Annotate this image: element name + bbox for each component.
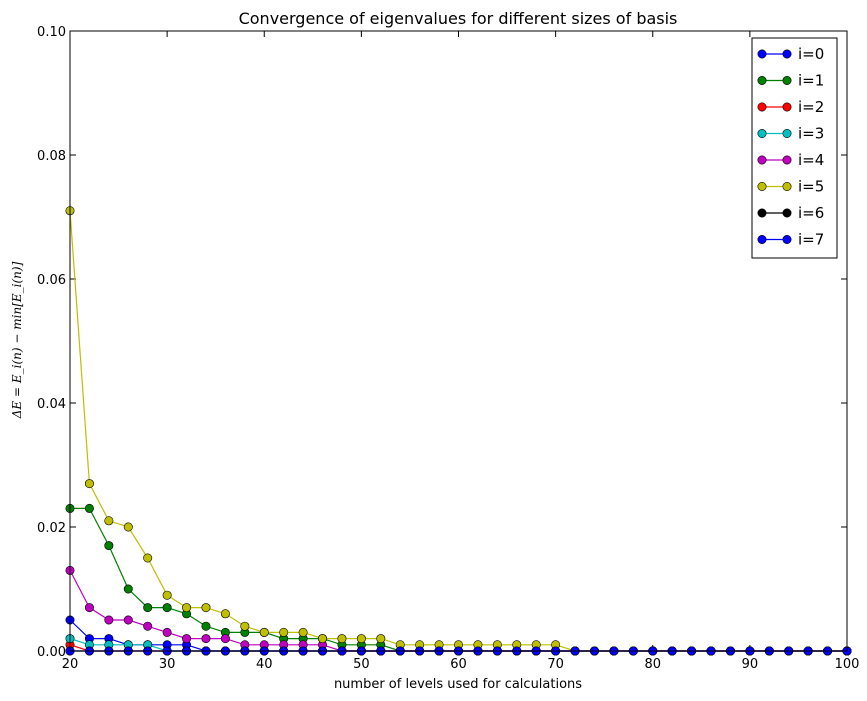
legend-marker [757,155,767,165]
legend-marker [782,155,792,165]
legend-label: i=4 [798,151,824,169]
x-tick-label: 40 [256,657,273,672]
legend-marker [782,49,792,59]
data-point [298,627,308,637]
legend-label: i=7 [798,231,824,249]
plot-frame [69,30,848,652]
legend-entry: i=1 [757,72,824,90]
data-point [104,516,114,526]
legend-label: i=2 [798,98,824,116]
x-tick-label: 80 [644,657,661,672]
data-point [220,634,230,644]
legend-marker [757,76,767,86]
legend-label: i=6 [798,204,824,222]
ticks-layer: 20 30 40 50 60 70 80 90 100 0.00 0.02 0.04 0.06 0.08 0… [37,25,859,672]
data-point [220,609,230,619]
data-point [162,590,172,600]
legend-marker [757,208,767,218]
data-point [162,627,172,637]
legend-marker [757,235,767,245]
data-point [318,634,328,644]
data-point [104,541,114,551]
x-tick-label: 90 [742,657,759,672]
legend-label: i=5 [798,178,824,196]
y-axis-label: ΔE = E_i(n) − min[E_i(n)] [10,261,24,419]
legend-entry: i=4 [757,151,824,169]
y-tick-label: 0.10 [37,25,66,40]
data-point [337,634,347,644]
legend-marker [782,76,792,86]
data-point [123,615,133,625]
legend-entry: i=0 [757,45,824,63]
data-point [201,621,211,631]
legend-marker [782,208,792,218]
legend-entry: i=6 [757,204,824,222]
legend-marker [782,182,792,192]
legend-marker [782,235,792,245]
data-point [162,603,172,613]
data-point [201,634,211,644]
chart-title: Convergence of eigenvalues for different… [239,9,678,28]
data-point [240,621,250,631]
data-point [143,621,153,631]
y-tick-label: 0.00 [37,645,66,660]
legend-marker [782,102,792,112]
legend-label: i=1 [798,72,824,90]
x-tick-label: 60 [450,657,467,672]
legend-marker [757,129,767,139]
legend-marker [757,102,767,112]
data-point [182,603,192,613]
x-tick-label: 100 [835,657,860,672]
data-point [84,503,94,513]
legend-label: i=0 [798,45,824,63]
data-point [356,634,366,644]
y-tick-label: 0.06 [37,273,66,288]
data-point [182,634,192,644]
legend: i=0 i=1 i=2 i=3 i=4 i=5 i=6 i=7 [751,37,838,259]
legend-box [751,37,838,259]
data-point [376,634,386,644]
legend-marker [782,129,792,139]
y-tick-label: 0.08 [37,149,66,164]
legend-marker [757,182,767,192]
data-point [259,627,269,637]
x-axis-label: number of levels used for calculations [334,677,582,692]
y-tick-label: 0.02 [37,521,66,536]
data-point [143,553,153,563]
legend-entry: i=3 [757,125,824,143]
legend-marker [757,49,767,59]
data-point [84,479,94,489]
legend-entry: i=7 [757,231,824,249]
data-point [143,603,153,613]
x-tick-label: 30 [159,657,176,672]
x-tick-label: 70 [547,657,564,672]
data-point [104,615,114,625]
data-point [279,627,289,637]
x-tick-label: 50 [353,657,370,672]
legend-entry: i=2 [757,98,824,116]
data-point [84,603,94,613]
x-tick-label: 20 [62,657,79,672]
data-point [123,584,133,594]
legend-entry: i=5 [757,178,824,196]
data-point [123,522,133,532]
y-tick-label: 0.04 [37,397,66,412]
data-point [201,603,211,613]
legend-label: i=3 [798,125,824,143]
